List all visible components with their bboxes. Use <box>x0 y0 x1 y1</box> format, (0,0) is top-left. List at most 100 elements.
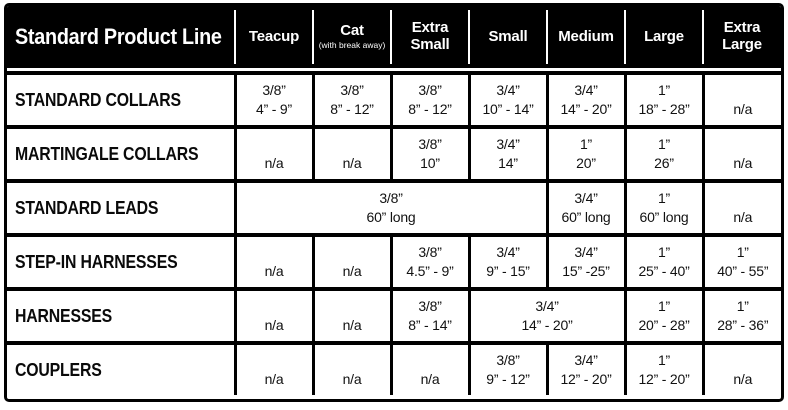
cell-width-value <box>705 81 782 100</box>
row-label-text: STEP-IN HARNESSES <box>15 251 178 272</box>
cell-width-value: 1” <box>736 244 749 260</box>
cell-range-value: 14” - 20” <box>560 101 612 117</box>
size-grid: STANDARD COLLARS 3/8” 4” - 9” 3/8” 8” - 12” 3… <box>7 71 781 395</box>
cell-width-value: 3/4” <box>574 82 598 98</box>
table-row: STEP-IN HARNESSES n/a n/a 3/8” 4.5” - 9” 3/4”… <box>7 233 781 291</box>
table-row: STANDARD COLLARS 3/8” 4” - 9” 3/8” 8” - 12” 3… <box>7 71 782 129</box>
size-cell: n/a <box>311 287 393 345</box>
column-header-cat-subtitle: (with break away) <box>318 40 386 51</box>
cell-width-value <box>315 243 390 262</box>
column-header-label: Extra Large <box>722 19 762 53</box>
size-cell: n/a <box>233 233 315 291</box>
cell-width-value <box>237 243 312 262</box>
cell-width-value: 3/8” <box>418 136 442 152</box>
cell-range-value: 14” - 20” <box>521 317 573 333</box>
cell-range-value: 15” -25” <box>562 263 610 279</box>
size-cell: n/a <box>701 71 782 129</box>
cell-range-value: 12” - 20” <box>638 371 690 387</box>
cell-range-value: 28” - 36” <box>717 317 769 333</box>
cell-width-value: 3/4” <box>535 298 559 314</box>
cell-width-value <box>315 351 390 370</box>
cell-range-value: n/a <box>733 101 753 117</box>
cell-width-value: 3/4” <box>496 136 520 152</box>
cell-range-value: 60” long <box>366 209 416 225</box>
column-header-teacup: Teacup <box>234 6 313 68</box>
size-cell: 3/4” 14” - 20” <box>545 71 627 129</box>
row-label: COUPLERS <box>7 341 237 395</box>
size-cell: 3/4” 15” -25” <box>545 233 627 291</box>
row-label-text: STANDARD LEADS <box>15 197 159 218</box>
cell-range-value: 26” <box>654 155 674 171</box>
cell-width-value <box>237 351 312 370</box>
column-header-label: Cat <box>340 22 364 40</box>
cell-width-value: 3/8” <box>418 82 442 98</box>
row-label-text: COUPLERS <box>15 359 102 380</box>
cell-width-value: 1” <box>657 190 671 206</box>
row-label: MARTINGALE COLLARS <box>7 125 237 183</box>
size-cell: n/a <box>311 233 393 291</box>
cell-width-value <box>705 135 782 154</box>
size-cell: 1” 12” - 20” <box>623 341 705 395</box>
table-header: Standard Product Line Teacup Cat (with b… <box>7 6 781 68</box>
cell-width-value: 3/8” <box>262 82 286 98</box>
column-header-extra-small: Extra Small <box>390 6 469 68</box>
column-header-label: Medium <box>558 27 614 45</box>
cell-width-value: 3/8” <box>418 244 442 260</box>
column-header-label: Extra Small <box>410 19 450 53</box>
cell-width-value <box>705 351 782 370</box>
cell-range-value: 18” - 28” <box>638 101 690 117</box>
row-label-text: STANDARD COLLARS <box>15 89 181 110</box>
size-cell: 3/4” 12” - 20” <box>545 341 627 395</box>
size-cell: 1” 26” <box>623 125 705 183</box>
cell-width-value: 3/8” <box>496 352 520 368</box>
cell-range-value: n/a <box>733 371 753 387</box>
cell-width-value: 3/4” <box>574 190 598 206</box>
cell-range-value: 25” - 40” <box>638 263 690 279</box>
cell-range-value: 8” - 12” <box>330 101 374 117</box>
cell-width-value: 3/8” <box>340 82 364 98</box>
size-cell: 3/4” 9” - 15” <box>467 233 549 291</box>
size-cell: 1” 60” long <box>623 179 705 237</box>
cell-range-value: 9” - 15” <box>486 263 530 279</box>
cell-width-value: 1” <box>657 298 671 314</box>
cell-range-value: 60” long <box>639 209 689 225</box>
table-row: HARNESSES n/a n/a 3/8” 8” - 14” 3/4” 14” - 20”… <box>7 287 781 345</box>
size-cell: 3/8” 10” <box>389 125 471 183</box>
cell-range-value: 10” - 14” <box>482 101 534 117</box>
size-cell: 1” 18” - 28” <box>623 71 705 129</box>
cell-width-value: 1” <box>579 136 593 152</box>
size-cell: 3/4” 10” - 14” <box>467 71 549 129</box>
size-cell: 1” 25” - 40” <box>623 233 705 291</box>
table-title-text: Standard Product Line <box>15 24 222 49</box>
product-table: Standard Product Line Teacup Cat (with b… <box>4 3 784 402</box>
size-cell: n/a <box>701 341 782 395</box>
table-title: Standard Product Line <box>7 6 235 68</box>
size-cell: 1” 20” - 28” <box>623 287 705 345</box>
table-row: MARTINGALE COLLARS n/a n/a 3/8” 10” 3/4” 14” 1”… <box>7 125 782 183</box>
cell-range-value: n/a <box>420 371 440 387</box>
size-cell: 3/4” 14” - 20” <box>467 287 627 345</box>
cell-range-value: n/a <box>264 317 284 333</box>
cell-width-value: 3/4” <box>496 244 520 260</box>
size-cell: 3/8” 4.5” - 9” <box>389 233 471 291</box>
row-label-text: HARNESSES <box>15 305 113 326</box>
cell-range-value: 60” long <box>561 209 611 225</box>
row-label-text: MARTINGALE COLLARS <box>15 143 199 164</box>
cell-width-value <box>705 189 782 208</box>
cell-width-value: 3/4” <box>574 244 598 260</box>
column-header-cat: Cat (with break away) <box>312 6 391 68</box>
size-cell: 3/8” 8” - 12” <box>389 71 471 129</box>
row-label: STANDARD LEADS <box>7 179 237 237</box>
cell-range-value: 10” <box>420 155 440 171</box>
size-cell: n/a <box>233 125 315 183</box>
cell-width-value: 1” <box>657 352 671 368</box>
cell-range-value: 40” - 55” <box>717 263 769 279</box>
cell-range-value: 8” - 14” <box>408 317 452 333</box>
size-cell: 1” 20” <box>545 125 627 183</box>
cell-width-value <box>237 135 312 154</box>
cell-range-value: n/a <box>342 371 362 387</box>
size-cell: 1” 40” - 55” <box>701 233 781 291</box>
cell-width-value: 1” <box>657 82 671 98</box>
row-label: STANDARD COLLARS <box>7 71 237 129</box>
cell-range-value: n/a <box>342 263 362 279</box>
